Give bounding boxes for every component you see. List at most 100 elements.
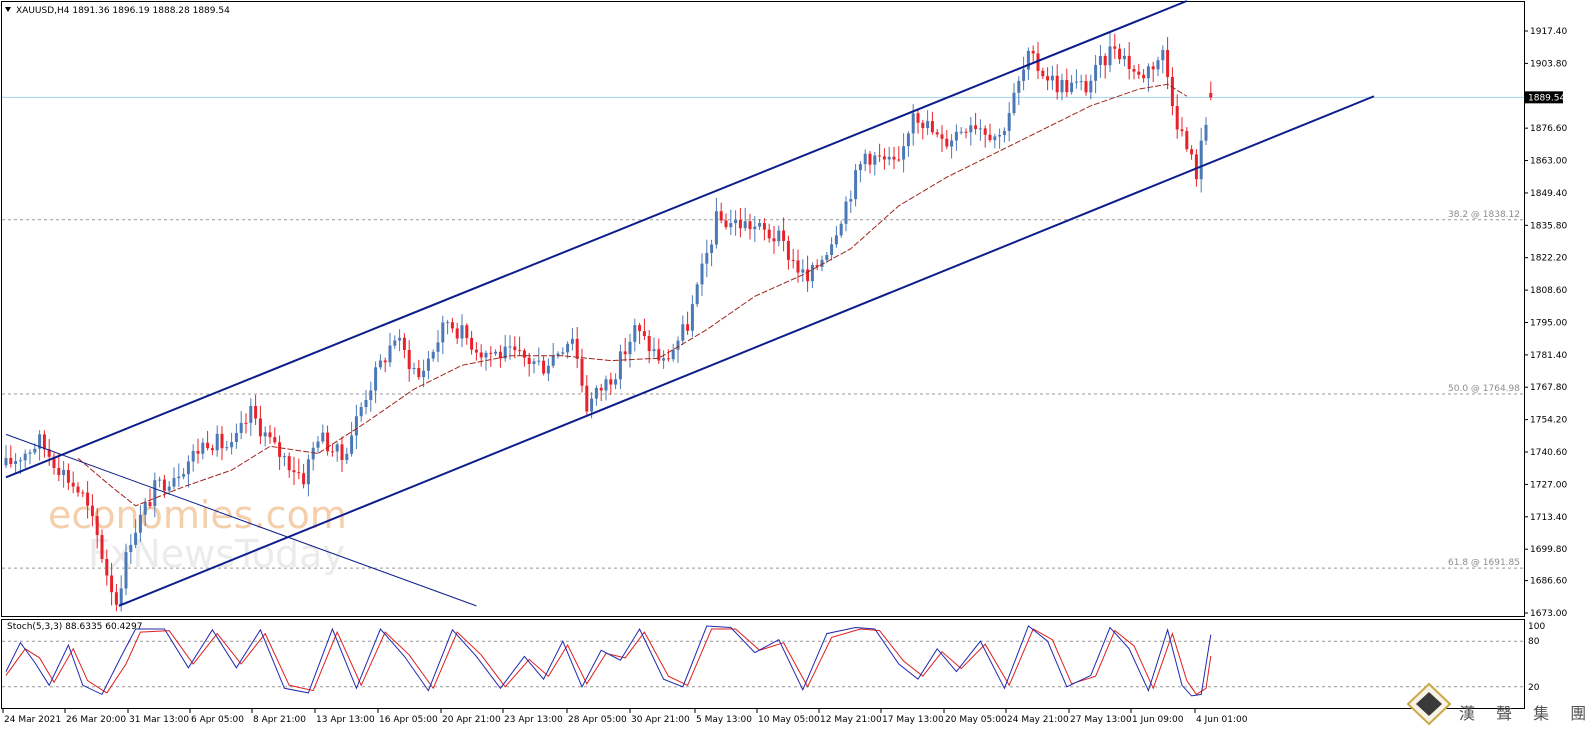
- time-tick-label: 8 Apr 21:00: [253, 715, 306, 725]
- time-tick-label: 12 May 21:00: [820, 715, 882, 725]
- candle-body: [1094, 64, 1098, 81]
- price-tick-label: 1822.20: [1530, 254, 1567, 264]
- candle-body: [1074, 81, 1078, 83]
- candle-body: [882, 156, 886, 160]
- time-tick-label: 13 Apr 13:00: [316, 715, 375, 725]
- time-tick-label: 20 Apr 21:00: [442, 715, 501, 725]
- channel-lower-line: [118, 95, 1375, 607]
- candle-body: [734, 219, 738, 224]
- candle-body: [316, 441, 320, 448]
- candle-body: [167, 486, 171, 491]
- candle-body: [287, 456, 291, 471]
- current-price-badge: [1525, 91, 1563, 104]
- candle-body: [1113, 46, 1117, 49]
- candle-body: [124, 552, 128, 589]
- candle-body: [1002, 130, 1006, 135]
- candle-body: [1055, 75, 1059, 93]
- candle-body: [1065, 80, 1069, 93]
- candle-body: [878, 155, 882, 157]
- candle-body: [62, 470, 66, 476]
- candle-body: [417, 368, 421, 378]
- candle-body: [1050, 75, 1054, 81]
- candle-body: [666, 358, 670, 360]
- candle-body: [647, 335, 651, 352]
- candle-body: [719, 211, 723, 221]
- candle-body: [738, 219, 742, 229]
- candle-body: [1199, 140, 1203, 180]
- candle-body: [806, 269, 810, 282]
- candle-body: [551, 355, 555, 366]
- candle-body: [153, 480, 157, 506]
- candle-body: [638, 325, 642, 332]
- candle-body: [1098, 56, 1102, 65]
- candle-body: [81, 492, 85, 494]
- time-tick-label: 10 May 05:00: [758, 715, 820, 725]
- candle-body: [556, 353, 560, 356]
- candle-body: [978, 128, 982, 130]
- candle-body: [532, 361, 536, 364]
- candle-body: [1007, 113, 1011, 131]
- candle-body: [18, 460, 22, 462]
- candle-body: [354, 416, 358, 436]
- candle-body: [671, 349, 675, 360]
- candle-body: [110, 575, 114, 593]
- candle-body: [1108, 46, 1112, 66]
- candle-body: [474, 349, 478, 353]
- candle-body: [1209, 93, 1213, 98]
- price-tick-label: 1795.00: [1530, 318, 1567, 328]
- candle-body: [52, 456, 56, 469]
- candle-body: [921, 122, 925, 128]
- candle-body: [926, 121, 930, 128]
- candle-body: [1146, 66, 1150, 79]
- candle-body: [215, 433, 219, 451]
- candle-body: [450, 322, 454, 329]
- candle-body: [350, 435, 354, 454]
- candle-body: [902, 146, 906, 160]
- candle-body: [23, 453, 27, 461]
- price-tick-label: 1808.60: [1530, 286, 1567, 296]
- candle-body: [494, 351, 498, 354]
- candle-body: [254, 406, 258, 419]
- price-tick-label: 1713.40: [1530, 513, 1567, 523]
- candle-body: [182, 474, 186, 477]
- stoch-label: Stoch(5,3,3) 88.6335 60.4297: [7, 622, 142, 632]
- candle-body: [1060, 80, 1064, 93]
- dropdown-triangle-icon[interactable]: [5, 7, 11, 12]
- time-tick-label: 27 May 13:00: [1070, 715, 1132, 725]
- candle-body: [1166, 50, 1170, 77]
- candle-body: [479, 352, 483, 358]
- candle-body: [278, 442, 282, 457]
- candle-body: [950, 140, 954, 147]
- time-tick-label: 5 May 13:00: [696, 715, 752, 725]
- candle-body: [786, 240, 790, 260]
- candle-body: [436, 342, 440, 352]
- candle-body: [234, 432, 238, 443]
- candle-body: [767, 229, 771, 239]
- candle-body: [868, 153, 872, 165]
- time-tick-label: 28 Apr 05:00: [568, 715, 627, 725]
- candle-body: [1036, 53, 1040, 71]
- candle-body: [412, 368, 416, 370]
- candle-body: [489, 352, 493, 354]
- candle-body: [1103, 56, 1107, 66]
- candle-body: [522, 350, 526, 358]
- time-tick-label: 20 May 05:00: [945, 715, 1007, 725]
- candle-body: [282, 456, 286, 458]
- fib-level-label: 50.0 @ 1764.98: [1448, 384, 1520, 394]
- candle-body: [134, 532, 138, 545]
- corner-logo: 漢 聲 集 團: [1406, 682, 1586, 726]
- price-tick-label: 1727.00: [1530, 480, 1567, 490]
- candle-body: [230, 442, 234, 448]
- candle-body: [398, 337, 402, 341]
- candle-body: [47, 449, 51, 457]
- candle-body: [815, 265, 819, 267]
- candle-body: [100, 535, 104, 559]
- time-axis: 24 Mar 2021 26 Mar 20:00 31 Mar 13:00 6 Apr…: [2, 709, 1248, 725]
- candle-body: [138, 514, 142, 533]
- candle-body: [162, 479, 166, 491]
- candle-body: [983, 128, 987, 135]
- moving-average: [77, 83, 1188, 507]
- candle-body: [988, 134, 992, 141]
